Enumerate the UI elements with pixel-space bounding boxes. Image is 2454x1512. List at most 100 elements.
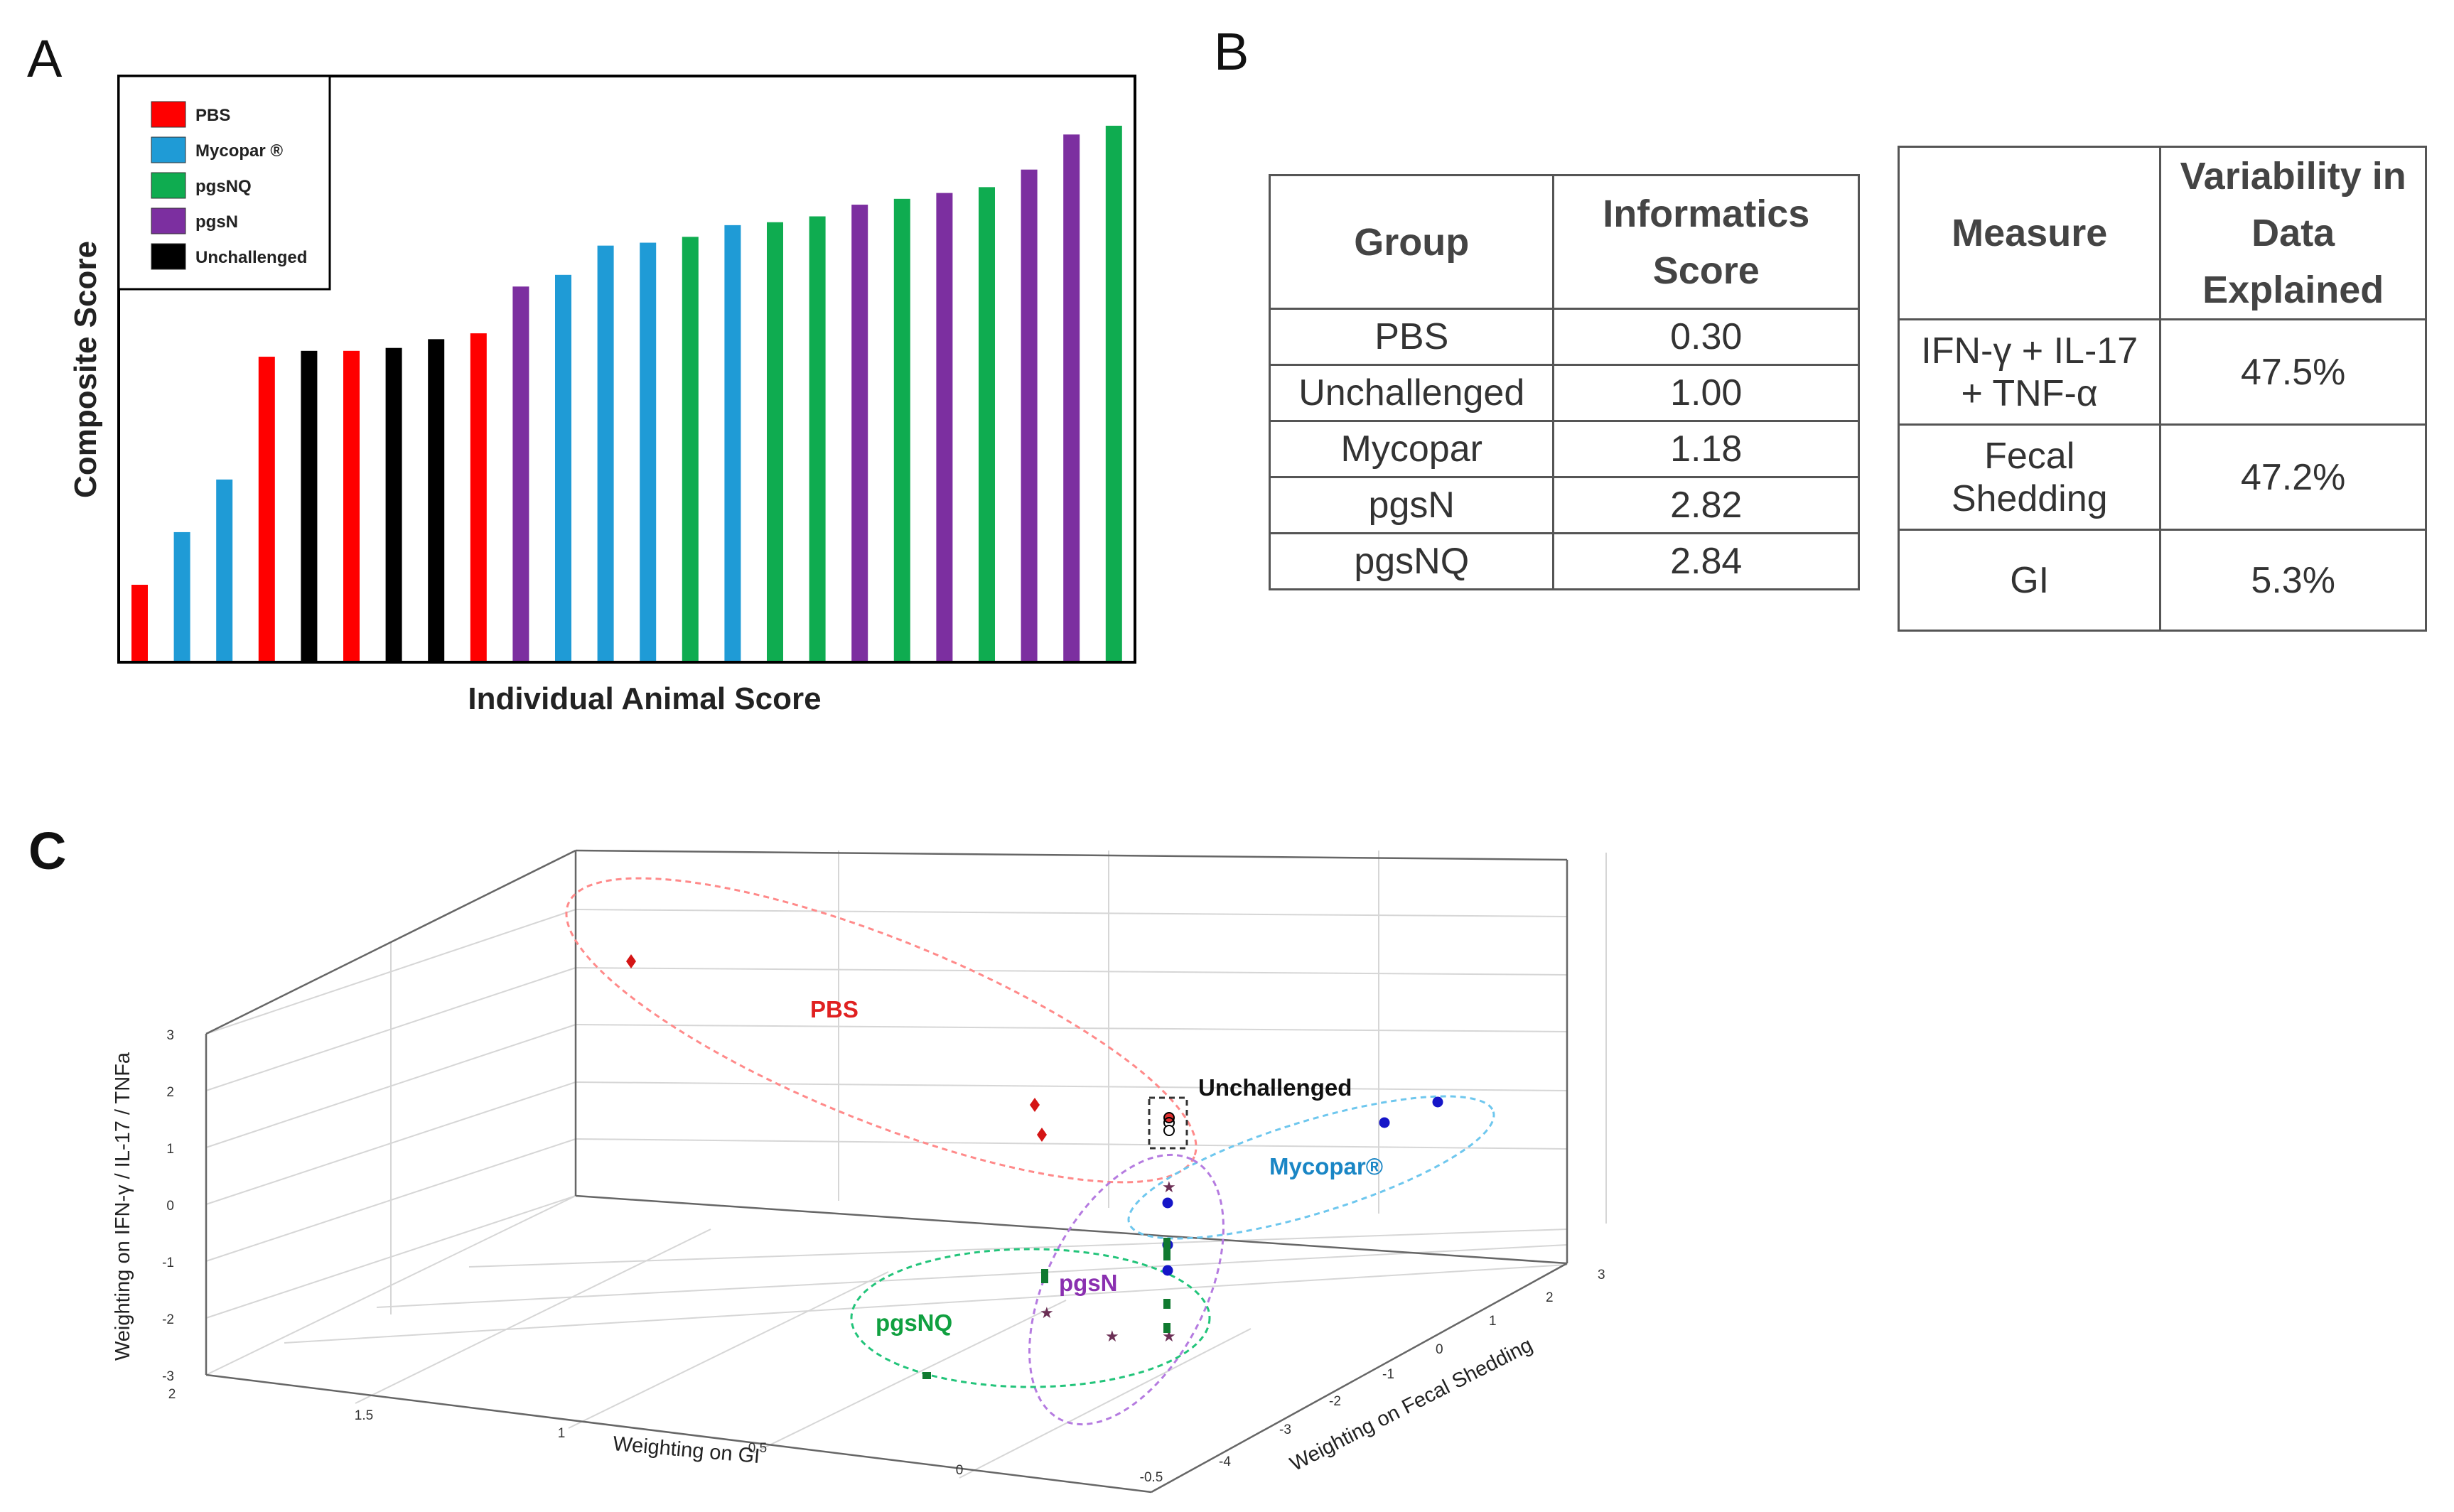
header-group: Group bbox=[1268, 174, 1555, 310]
panel-label-a: A bbox=[27, 29, 63, 88]
bar-pbs bbox=[470, 333, 487, 661]
y-tick: -1 bbox=[1382, 1367, 1394, 1382]
pgsn-marker: ★ bbox=[1162, 1178, 1176, 1196]
y-tick: 1 bbox=[1489, 1314, 1497, 1329]
z-tick-labels: 3 2 1 0 -1 -2 -3 bbox=[162, 1028, 174, 1384]
header-informatics-score: Informatics Score bbox=[1552, 174, 1860, 310]
cell-percent: 47.2% bbox=[2159, 423, 2427, 531]
unchallenged-box bbox=[1148, 1096, 1188, 1150]
legend-swatch-pgsnq bbox=[151, 172, 186, 199]
x-tick: -0.5 bbox=[1140, 1470, 1163, 1485]
cell-measure: IFN-γ + IL-17 + TNF-α bbox=[1897, 318, 2162, 426]
cell-measure: Fecal Shedding bbox=[1897, 423, 2162, 531]
x-tick: 1.5 bbox=[355, 1408, 373, 1423]
z-tick: 1 bbox=[166, 1142, 174, 1157]
cell-measure: GI bbox=[1897, 529, 2162, 632]
z-tick: -2 bbox=[162, 1312, 174, 1327]
table-row: pgsNQ 2.84 bbox=[1268, 532, 1860, 590]
pgsnq-cluster-label: pgsNQ bbox=[876, 1310, 952, 1336]
legend-swatch-unchallenged bbox=[151, 243, 186, 270]
table-header-row: Group Informatics Score bbox=[1268, 174, 1860, 310]
z-tick: 3 bbox=[166, 1028, 174, 1043]
data-markers: ★ ★ ★ ★ bbox=[626, 954, 1443, 1379]
y-tick: -2 bbox=[1329, 1394, 1341, 1409]
y-axis-label: Weighting on Fecal Shedding bbox=[1286, 1334, 1537, 1476]
table-row: Unchallenged 1.00 bbox=[1268, 364, 1860, 422]
table-row: pgsN 2.82 bbox=[1268, 476, 1860, 534]
bar-pgsn bbox=[1021, 169, 1038, 661]
y-tick: 2 bbox=[1546, 1290, 1554, 1305]
mycopar-marker bbox=[1379, 1117, 1390, 1128]
cell-group: pgsN bbox=[1268, 476, 1555, 534]
axes-frame bbox=[205, 849, 1568, 1494]
z-axis-label: Weighting on IFN-γ / IL-17 / TNFa bbox=[112, 1052, 134, 1361]
bar-mycopar bbox=[724, 225, 741, 661]
bar-pgsnq bbox=[682, 237, 699, 661]
panel-label-b: B bbox=[1214, 22, 1249, 81]
pbs-marker bbox=[1037, 1128, 1047, 1142]
cell-score: 2.82 bbox=[1552, 476, 1860, 534]
y-tick: 3 bbox=[1598, 1268, 1605, 1282]
legend-swatch-pbs bbox=[151, 101, 186, 128]
weighting-3d-scatter: 3 2 1 0 -1 -2 -3 2 1.5 1 0.5 0 -0.5 -4 -… bbox=[112, 849, 1607, 1494]
bar-pgsnq bbox=[767, 222, 783, 661]
pgsnq-marker bbox=[1163, 1299, 1171, 1309]
bar-mycopar bbox=[173, 531, 190, 661]
unchallenged-marker bbox=[1163, 1125, 1175, 1136]
y-tick: -3 bbox=[1279, 1422, 1291, 1437]
mycopar-marker bbox=[1432, 1096, 1443, 1108]
legend-label-mycopar: Mycopar ® bbox=[195, 141, 283, 161]
pgsnq-marker bbox=[1041, 1269, 1048, 1283]
pgsnq-marker bbox=[1163, 1323, 1171, 1333]
grid bbox=[205, 850, 1607, 1479]
legend-label-pgsn: pgsN bbox=[195, 212, 238, 232]
x-axis-label: Individual Animal Score bbox=[468, 681, 821, 716]
cell-score: 1.18 bbox=[1552, 420, 1860, 478]
bar-pbs bbox=[258, 357, 275, 661]
mycopar-marker bbox=[1162, 1197, 1173, 1209]
pgsn-marker: ★ bbox=[1040, 1304, 1054, 1322]
pgsn-marker: ★ bbox=[1105, 1327, 1119, 1345]
cell-group: Unchallenged bbox=[1268, 364, 1555, 422]
pgsnq-cluster-ellipse bbox=[850, 1248, 1211, 1388]
pgsn-cluster-ellipse bbox=[1028, 1153, 1225, 1426]
bar-mycopar bbox=[597, 245, 614, 661]
z-tick: -3 bbox=[162, 1369, 174, 1384]
z-tick: 2 bbox=[166, 1085, 174, 1100]
cell-score: 2.84 bbox=[1552, 532, 1860, 590]
cell-percent: 5.3% bbox=[2159, 529, 2427, 632]
header-variability: Variability in Data Explained bbox=[2159, 146, 2427, 320]
pgsn-cluster-label: pgsN bbox=[1059, 1270, 1118, 1296]
x-axis-label: Weighting on GI bbox=[612, 1432, 760, 1468]
bar-pgsnq bbox=[1105, 125, 1122, 661]
bars bbox=[131, 125, 1122, 662]
cell-score: 1.00 bbox=[1552, 364, 1860, 422]
header-measure: Measure bbox=[1897, 146, 2162, 320]
y-axis-label: Composite Score bbox=[68, 241, 103, 498]
bar-pbs bbox=[131, 585, 148, 661]
pgsnq-marker bbox=[1163, 1238, 1171, 1260]
cell-score: 0.30 bbox=[1552, 308, 1860, 366]
cell-group: PBS bbox=[1268, 308, 1555, 366]
bar-mycopar bbox=[640, 242, 657, 661]
bar-mycopar bbox=[216, 479, 233, 661]
table-row: PBS 0.30 bbox=[1268, 308, 1860, 366]
mycopar-cluster-label: Mycopar® bbox=[1269, 1153, 1383, 1179]
legend-swatch-pgsn bbox=[151, 207, 186, 234]
x-tick: 1 bbox=[558, 1426, 566, 1441]
y-tick: -4 bbox=[1219, 1454, 1231, 1469]
pbs-cluster-ellipse bbox=[565, 877, 1198, 1184]
bar-pgsn bbox=[851, 205, 868, 661]
composite-score-bar-chart: PBS Mycopar ® pgsNQ pgsN Unchallenged Indivi… bbox=[68, 75, 1136, 716]
pbs-cluster-label: PBS bbox=[810, 996, 859, 1022]
z-tick: -1 bbox=[162, 1256, 174, 1270]
pbs-marker bbox=[1030, 1098, 1040, 1112]
table-header-row: Measure Variability in Data Explained bbox=[1897, 146, 2427, 320]
informatics-score-table: Group Informatics Score PBS 0.30 Unchall… bbox=[1268, 174, 1860, 590]
cluster-ellipses bbox=[565, 877, 1495, 1426]
cell-percent: 47.5% bbox=[2159, 318, 2427, 426]
table-row: Mycopar 1.18 bbox=[1268, 420, 1860, 478]
table-row: IFN-γ + IL-17 + TNF-α 47.5% bbox=[1897, 318, 2427, 426]
mycopar-marker bbox=[1162, 1265, 1173, 1276]
variability-table: Measure Variability in Data Explained IF… bbox=[1897, 146, 2427, 632]
